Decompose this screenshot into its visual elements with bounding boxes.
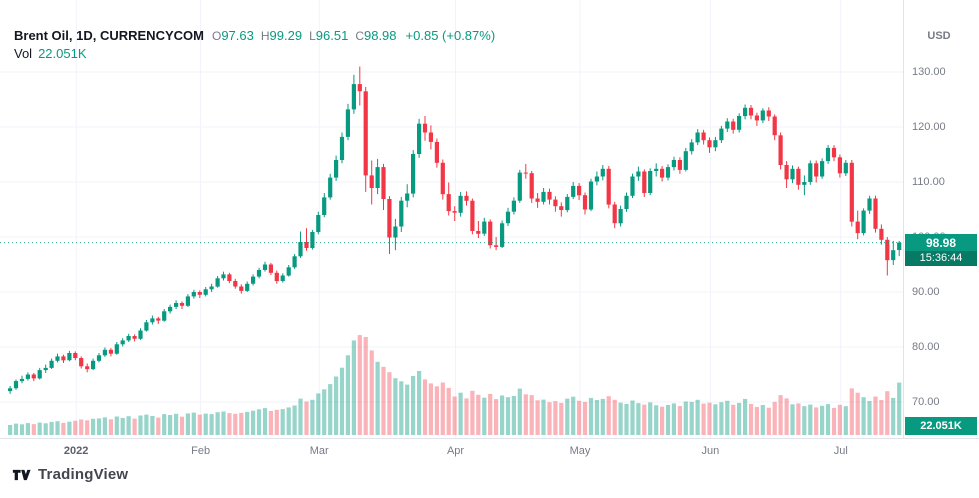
price-tick-label: 90.00 (912, 286, 940, 298)
last-price-value: 98.98 (905, 233, 977, 251)
ohlc-low: L96.51 (309, 28, 349, 43)
price-axis-border (903, 0, 904, 438)
last-price-badge: 98.98 15:36:44 (905, 233, 977, 266)
time-tick-label: Jun (701, 445, 720, 457)
currency-label[interactable]: USD (927, 30, 951, 42)
price-tick-label: 110.00 (912, 176, 945, 188)
ohlc-close: C98.98 (355, 28, 397, 43)
time-tick-label: Jul (833, 445, 848, 457)
volume-value: 22.051K (38, 46, 87, 61)
price-axis[interactable]: USD 130.00120.00110.00100.0090.0080.0070… (903, 0, 979, 438)
change-value: +0.85 (+0.87%) (405, 28, 496, 43)
tradingview-logo-icon (12, 469, 31, 480)
time-tick-label: Mar (309, 445, 329, 457)
time-tick-label: May (569, 445, 591, 457)
price-tick-label: 70.00 (912, 396, 940, 408)
time-axis-border (0, 438, 979, 439)
time-tick-label: Apr (446, 445, 465, 457)
price-tick-label: 120.00 (912, 121, 946, 133)
time-axis[interactable]: 2022 Feb Mar Apr May Jun Jul (0, 439, 979, 463)
tradingview-logo[interactable]: TradingView (12, 466, 128, 483)
price-tick-label: 130.00 (912, 66, 946, 78)
tradingview-logo-text: TradingView (38, 466, 129, 483)
volume-badge: 22.051K (905, 417, 977, 435)
time-tick-label: Feb (191, 445, 211, 457)
countdown-timer: 15:36:44 (905, 250, 977, 266)
ohlc-open: O97.63 (211, 28, 254, 43)
time-tick-label: 2022 (63, 445, 89, 457)
symbol-title[interactable]: Brent Oil, 1D, CURRENCYCOM (14, 28, 204, 43)
symbol-legend: Brent Oil, 1D, CURRENCYCOM O97.63 H99.29… (14, 28, 495, 61)
price-tick-label: 80.00 (912, 341, 940, 353)
volume-label[interactable]: Vol (14, 46, 33, 61)
ohlc-high: H99.29 (260, 28, 303, 43)
